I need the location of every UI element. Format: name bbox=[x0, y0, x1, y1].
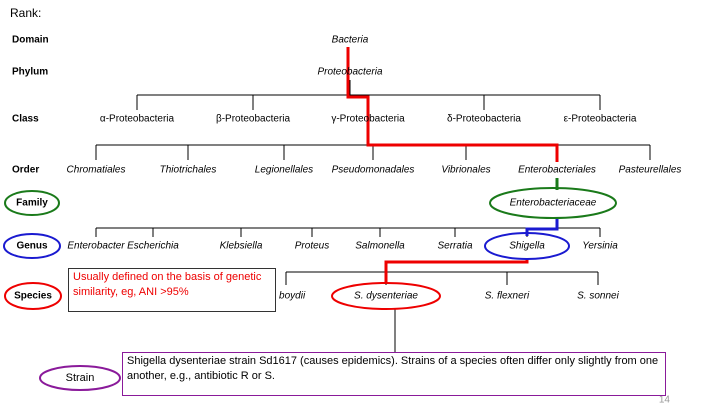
rank-label: Phylum bbox=[12, 67, 48, 78]
genus-taxon: Serratia bbox=[437, 241, 472, 252]
lineage-path bbox=[346, 47, 559, 162]
class-taxon: β-Proteobacteria bbox=[216, 114, 291, 125]
species-taxon: S. flexneri bbox=[485, 291, 530, 302]
rank-label: Family bbox=[16, 198, 48, 209]
rank-label: Genus bbox=[16, 241, 48, 252]
rank-label: Domain bbox=[12, 35, 49, 46]
order-taxon: Thiotrichales bbox=[160, 165, 217, 176]
phylum-taxon: Proteobacteria bbox=[317, 67, 382, 78]
species-taxon: S. dysenteriae bbox=[354, 291, 418, 302]
rank-oval bbox=[3, 233, 61, 259]
rank-oval bbox=[4, 190, 60, 216]
class-taxon: γ-Proteobacteria bbox=[331, 114, 405, 125]
genus-taxon: Enterobacter bbox=[67, 241, 125, 252]
genus-taxon: Escherichia bbox=[127, 241, 179, 252]
rank-label: Class bbox=[12, 114, 39, 125]
genus-highlight bbox=[484, 232, 570, 260]
class-taxon: ε-Proteobacteria bbox=[564, 114, 637, 125]
domain-taxon: Bacteria bbox=[332, 35, 369, 46]
genus-taxon: Shigella bbox=[509, 241, 545, 252]
rank-heading: Rank: bbox=[10, 6, 41, 20]
class-taxon: δ-Proteobacteria bbox=[447, 114, 521, 125]
order-taxon: Pasteurellales bbox=[619, 165, 682, 176]
strain-note: Shigella dysenteriae strain Sd1617 (caus… bbox=[122, 352, 666, 396]
family-highlight bbox=[489, 187, 617, 219]
order-taxon: Legionellales bbox=[255, 165, 313, 176]
genus-taxon: Salmonella bbox=[355, 241, 405, 252]
species-taxon: S. boydii bbox=[267, 291, 306, 302]
rank-oval bbox=[39, 365, 121, 391]
lineage-path bbox=[384, 258, 529, 283]
species-highlight bbox=[331, 282, 441, 310]
rank-label: Species bbox=[14, 291, 52, 302]
species-taxon: S. sonnei bbox=[577, 291, 619, 302]
rank-label: Strain bbox=[66, 372, 95, 384]
species-note: Usually defined on the basis of genetic … bbox=[68, 268, 276, 312]
family-taxon: Enterobacteriaceae bbox=[510, 198, 597, 209]
rank-oval bbox=[4, 282, 62, 310]
order-taxon: Enterobacteriales bbox=[518, 165, 596, 176]
genus-taxon: Proteus bbox=[295, 241, 329, 252]
species-branches bbox=[285, 271, 599, 355]
page-number: 14 bbox=[659, 395, 671, 406]
order-taxon: Pseudomonadales bbox=[332, 165, 415, 176]
rank-label: Order bbox=[12, 165, 39, 176]
order-taxon: Vibrionales bbox=[441, 165, 490, 176]
order-taxon: Chromatiales bbox=[67, 165, 126, 176]
genus-branches bbox=[95, 218, 601, 237]
genus-taxon: Yersinia bbox=[582, 241, 618, 252]
class-taxon: α-Proteobacteria bbox=[100, 114, 175, 125]
genus-taxon: Klebsiella bbox=[220, 241, 263, 252]
